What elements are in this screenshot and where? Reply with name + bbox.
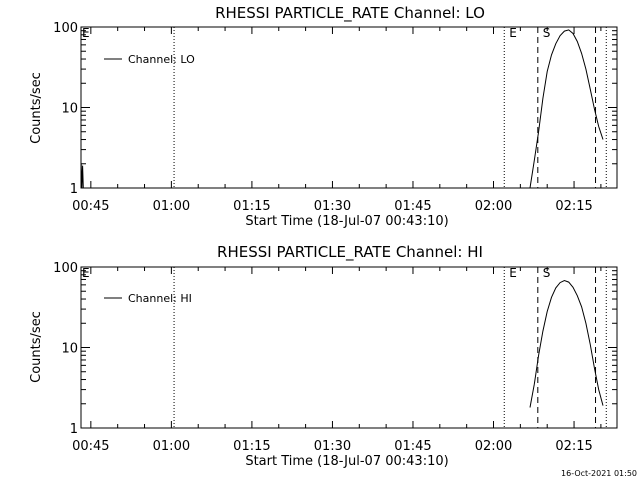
x-axis-label: Start Time (18-Jul-07 00:43:10) bbox=[245, 454, 448, 469]
x-tick-label: 02:15 bbox=[555, 439, 592, 454]
marker-label: E bbox=[509, 266, 517, 280]
edge-label: E bbox=[82, 266, 90, 280]
x-tick-label: 01:30 bbox=[314, 199, 351, 214]
x-tick-label: 01:00 bbox=[153, 439, 190, 454]
plot-area: E SE bbox=[80, 266, 618, 429]
y-tick-labels: 1 10 100 bbox=[53, 261, 78, 437]
legend: Channel: LO bbox=[104, 53, 195, 66]
chart-title: RHESSI PARTICLE_RATE Channel: LO bbox=[215, 4, 485, 23]
panel-hi: RHESSI PARTICLE_RATE Channel: HI Counts/… bbox=[29, 243, 618, 469]
x-tick-label: 02:00 bbox=[475, 439, 512, 454]
x-tick-label: 02:00 bbox=[475, 199, 512, 214]
chart-title: RHESSI PARTICLE_RATE Channel: HI bbox=[217, 243, 483, 262]
y-tick-label: 100 bbox=[53, 261, 78, 276]
legend: Channel: HI bbox=[104, 292, 192, 305]
x-tick-label: 00:45 bbox=[72, 439, 109, 454]
plot-area: E SE bbox=[80, 26, 618, 189]
y-tick-label: 1 bbox=[70, 422, 78, 437]
marker-label: S bbox=[543, 266, 551, 280]
y-tick-label: 10 bbox=[61, 342, 78, 357]
x-tick-label: 01:15 bbox=[233, 199, 270, 214]
marker-label: S bbox=[543, 26, 551, 40]
x-tick-label: 01:15 bbox=[233, 439, 270, 454]
x-tick-label: 01:45 bbox=[394, 439, 431, 454]
y-tick-label: 1 bbox=[70, 182, 78, 197]
x-tick-label: 00:45 bbox=[72, 199, 109, 214]
x-tick-label: 01:30 bbox=[314, 439, 351, 454]
series-line bbox=[529, 29, 604, 189]
y-axis-label: Counts/sec bbox=[29, 311, 44, 383]
x-axis-label: Start Time (18-Jul-07 00:43:10) bbox=[245, 214, 448, 229]
x-tick-label: 01:00 bbox=[153, 199, 190, 214]
legend-label: Channel: HI bbox=[128, 292, 192, 305]
y-tick-labels: 1 10 100 bbox=[53, 21, 78, 197]
edge-label: E bbox=[82, 26, 90, 40]
x-tick-label: 01:45 bbox=[394, 199, 431, 214]
x-tick-label: 02:15 bbox=[555, 199, 592, 214]
timestamp: 16-Oct-2021 01:50 bbox=[561, 469, 637, 478]
x-tick-labels: 00:45 01:00 01:15 01:30 01:45 02:00 02:15 bbox=[72, 439, 593, 454]
marker-label: E bbox=[509, 26, 517, 40]
y-tick-label: 100 bbox=[53, 21, 78, 36]
panel-lo: RHESSI PARTICLE_RATE Channel: LO Counts/… bbox=[29, 4, 618, 229]
legend-label: Channel: LO bbox=[128, 53, 195, 66]
x-tick-labels: 00:45 01:00 01:15 01:30 01:45 02:00 02:15 bbox=[72, 199, 593, 214]
series-line bbox=[529, 279, 604, 408]
y-tick-label: 10 bbox=[61, 102, 78, 117]
y-axis-label: Counts/sec bbox=[29, 72, 44, 144]
series-line bbox=[80, 163, 84, 189]
